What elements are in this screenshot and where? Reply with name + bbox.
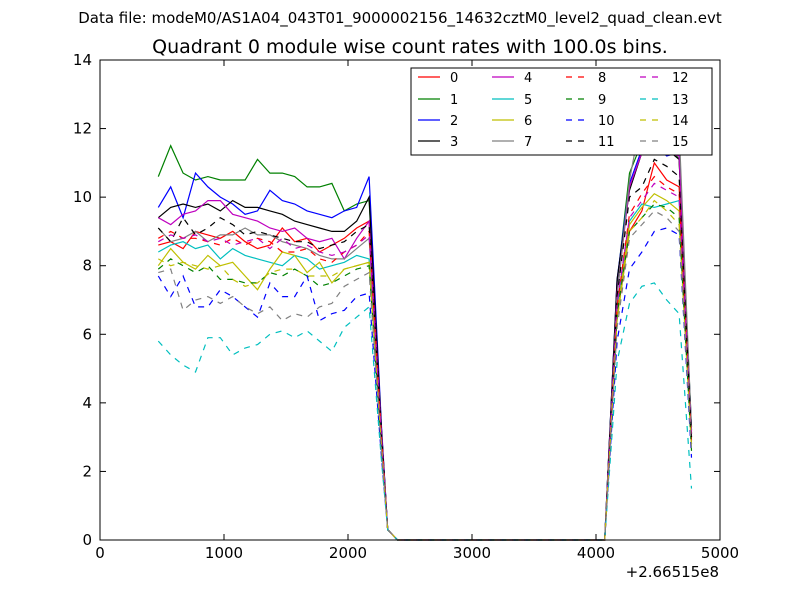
page-title: Data file: modeM0/AS1A04_043T01_90000021…	[78, 9, 722, 28]
series-line-14	[158, 199, 693, 541]
legend-label-11: 11	[598, 135, 615, 150]
series-line-6	[157, 192, 693, 541]
y-tick-label: 2	[82, 462, 92, 480]
series-line-7	[157, 106, 693, 541]
x-tick-label: 2000	[329, 544, 367, 562]
y-tick-label: 4	[82, 394, 92, 412]
y-tick-label: 0	[82, 531, 92, 549]
legend-label-2: 2	[450, 114, 458, 129]
legend-label-6: 6	[524, 114, 532, 129]
series-line-1	[157, 141, 693, 541]
series-line-12	[158, 182, 693, 541]
y-tick-label: 14	[73, 51, 92, 69]
series-line-11	[157, 158, 693, 541]
x-tick-label: 4000	[577, 544, 615, 562]
legend-box	[410, 67, 713, 156]
series-line-8	[158, 175, 693, 541]
legend-label-9: 9	[598, 93, 606, 108]
y-tick-label: 8	[82, 257, 92, 275]
series-line-5	[158, 199, 693, 541]
legend-label-8: 8	[598, 71, 606, 86]
chart-title: Quadrant 0 module wise count rates with …	[152, 36, 668, 58]
series-line-13	[157, 282, 693, 541]
legend-label-10: 10	[598, 114, 615, 129]
x-tick-label: 0	[95, 544, 105, 562]
legend-label-12: 12	[672, 71, 689, 86]
x-tick-label: 1000	[205, 544, 243, 562]
plot-area-frame	[99, 59, 721, 541]
legend-label-13: 13	[672, 93, 689, 108]
series-line-4	[158, 145, 693, 541]
y-tick-label: 12	[73, 120, 92, 138]
y-tick-label: 6	[82, 325, 92, 343]
legend-label-4: 4	[524, 71, 532, 86]
legend-label-1: 1	[450, 93, 458, 108]
legend-label-14: 14	[672, 114, 689, 129]
series-line-15	[158, 210, 693, 541]
legend-label-0: 0	[450, 71, 458, 86]
legend-label-7: 7	[524, 135, 532, 150]
series-line-2	[157, 145, 693, 541]
x-axis-offset-label: +2.66515e8	[626, 563, 719, 581]
series-layer	[157, 106, 693, 541]
x-tick-label: 5000	[701, 544, 739, 562]
series-line-9	[157, 203, 693, 541]
series-line-10	[157, 227, 693, 541]
legend-label-15: 15	[672, 135, 689, 150]
legend-label-3: 3	[450, 135, 458, 150]
series-line-3	[157, 134, 693, 541]
x-tick-label: 3000	[453, 544, 491, 562]
y-tick-label: 10	[73, 188, 92, 206]
legend-label-5: 5	[524, 93, 532, 108]
